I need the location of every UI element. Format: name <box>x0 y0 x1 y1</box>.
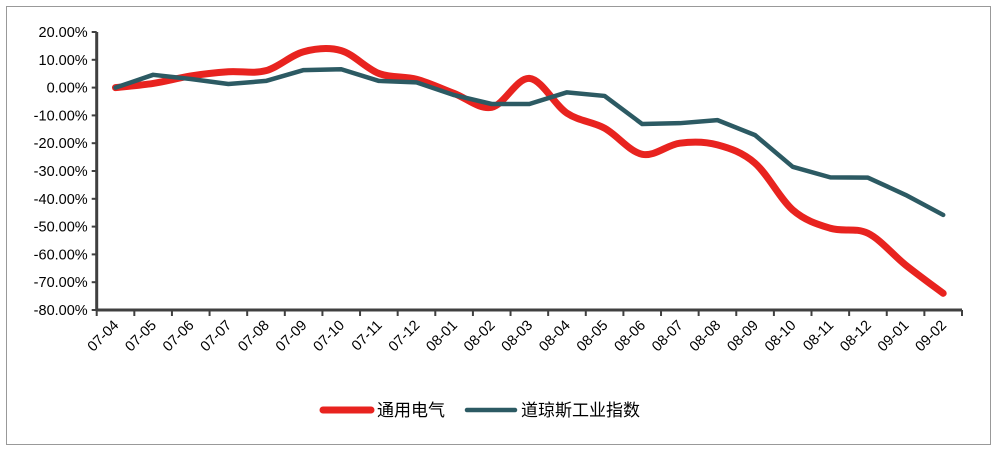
legend-label: 道琼斯工业指数 <box>521 401 640 420</box>
series-line-1 <box>112 45 947 297</box>
x-tick-label: 07-04 <box>85 318 123 356</box>
x-tick-label: 08-09 <box>724 318 762 356</box>
x-tick-label: 08-05 <box>574 318 612 356</box>
x-tick-label: 08-04 <box>536 318 574 356</box>
x-tick-label: 07-06 <box>160 318 198 356</box>
x-tick-label: 07-09 <box>273 318 311 356</box>
y-tick-label: 20.00% <box>39 25 88 41</box>
legend-label: 通用电气 <box>377 401 445 420</box>
x-tick-label: 08-03 <box>499 318 537 356</box>
x-tick-label: 08-01 <box>423 318 461 356</box>
y-tick-label: -10.00% <box>34 108 88 124</box>
x-tick-label: 07-11 <box>349 318 386 355</box>
y-tick-label: -30.00% <box>34 164 88 180</box>
x-tick-label: 07-12 <box>386 318 424 356</box>
x-tick-label: 07-05 <box>122 318 160 356</box>
x-tick-label: 09-01 <box>875 318 913 356</box>
x-tick-label: 08-08 <box>687 318 725 356</box>
x-tick-label: 08-07 <box>649 318 687 356</box>
x-tick-label: 08-06 <box>612 318 650 356</box>
y-tick-label: -60.00% <box>34 247 88 263</box>
x-tick-label: 08-10 <box>762 318 800 356</box>
y-tick-label: 10.00% <box>39 53 88 69</box>
x-tick-label: 08-02 <box>461 318 499 356</box>
x-tick-label: 09-02 <box>912 318 950 356</box>
x-tick-label: 07-08 <box>235 318 273 356</box>
y-tick-label: -80.00% <box>34 303 88 319</box>
x-tick-label: 08-12 <box>837 318 875 356</box>
x-tick-label: 08-11 <box>800 318 837 355</box>
x-tick-label: 07-10 <box>311 318 349 356</box>
y-tick-label: -50.00% <box>34 220 88 236</box>
x-tick-label: 07-07 <box>198 318 236 356</box>
y-tick-label: -40.00% <box>34 192 88 208</box>
y-tick-label: 0.00% <box>47 81 88 97</box>
y-tick-label: -70.00% <box>34 275 88 291</box>
series-line-2 <box>113 67 946 218</box>
chart-frame <box>6 6 991 445</box>
y-tick-label: -20.00% <box>34 136 88 152</box>
